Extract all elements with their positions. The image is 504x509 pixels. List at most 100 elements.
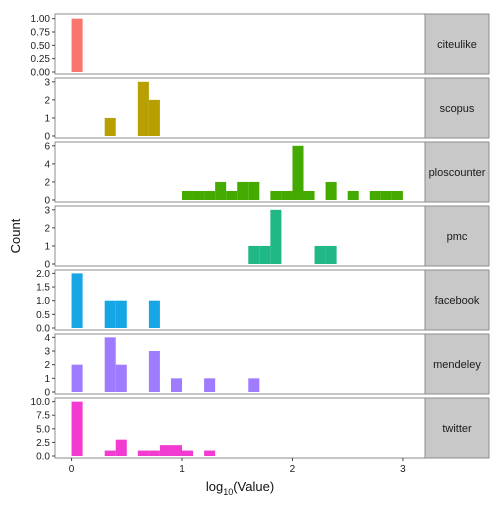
bar-mendeley-1 — [104, 337, 116, 392]
y-tick-label-facebook-4: 2.0 — [36, 269, 50, 280]
bar-facebook-1 — [104, 300, 116, 328]
x-tick-label-0: 0 — [69, 464, 75, 475]
panel-pmc: pmc 0 1 2 3 — [44, 205, 490, 271]
bar-ploscounter-12 — [347, 190, 359, 200]
strip-mendeley — [424, 333, 490, 395]
strip-scopus — [424, 77, 490, 139]
bar-ploscounter-11 — [325, 181, 337, 200]
bar-twitter-5 — [159, 445, 171, 456]
strip-label-citeulike: citeulike — [437, 39, 477, 51]
x-tick-label-1: 1 — [179, 464, 185, 475]
strip-label-facebook: facebook — [435, 295, 480, 307]
bar-pmc-1 — [259, 245, 271, 264]
y-tick-label-twitter-3: 7.5 — [36, 411, 50, 422]
bar-pmc-0 — [248, 245, 260, 264]
bar-facebook-2 — [115, 300, 127, 328]
panel-twitter: twitter 0.0 2.5 5.0 7.5 10.0 — [31, 397, 490, 463]
bar-ploscounter-9 — [292, 145, 304, 200]
strip-ploscounter — [424, 141, 490, 203]
y-tick-label-facebook-0: 0.0 — [36, 324, 50, 335]
bar-twitter-4 — [148, 450, 160, 456]
bar-ploscounter-15 — [391, 190, 403, 200]
strip-label-ploscounter: ploscounter — [429, 167, 486, 179]
bar-twitter-3 — [137, 450, 149, 456]
bar-pmc-2 — [270, 209, 282, 264]
y-tick-label-ploscounter-0: 0 — [44, 196, 50, 207]
bar-pmc-4 — [325, 245, 337, 264]
bar-ploscounter-5 — [237, 181, 249, 200]
bar-ploscounter-7 — [270, 190, 282, 200]
y-axis-title: Count — [8, 218, 23, 253]
y-tick-label-pmc-2: 2 — [44, 223, 50, 234]
bar-mendeley-5 — [204, 378, 216, 392]
strip-label-mendeley: mendeley — [433, 359, 481, 371]
y-tick-label-twitter-0: 0.0 — [36, 452, 50, 463]
bar-mendeley-2 — [115, 364, 127, 392]
y-tick-label-mendeley-1: 1 — [44, 374, 50, 385]
y-tick-label-facebook-2: 1.0 — [36, 296, 50, 307]
bar-ploscounter-10 — [303, 190, 315, 200]
bar-pmc-3 — [314, 245, 326, 264]
panel-scopus: scopus 0 1 2 3 — [44, 77, 490, 143]
y-tick-label-scopus-0: 0 — [44, 132, 50, 143]
bar-ploscounter-0 — [182, 190, 194, 200]
y-tick-label-ploscounter-1: 2 — [44, 177, 50, 188]
y-tick-label-facebook-1: 0.5 — [36, 310, 50, 321]
bar-twitter-2 — [115, 439, 127, 456]
y-tick-label-scopus-3: 3 — [44, 77, 50, 88]
bar-twitter-7 — [182, 450, 194, 456]
strip-pmc — [424, 205, 490, 267]
y-tick-label-scopus-1: 1 — [44, 113, 50, 124]
panel-citeulike: citeulike 0.00 0.25 0.50 0.75 1.00 — [31, 13, 490, 79]
bar-ploscounter-14 — [380, 190, 392, 200]
panel-mendeley: mendeley 0 1 2 3 4 — [44, 333, 490, 399]
y-tick-label-citeulike-4: 1.00 — [31, 14, 51, 25]
bar-twitter-0 — [71, 401, 83, 456]
bar-scopus-1 — [137, 81, 149, 136]
strip-label-pmc: pmc — [447, 231, 468, 243]
panel-border-twitter — [54, 397, 426, 459]
panel-border-citeulike — [54, 13, 426, 75]
y-tick-label-twitter-1: 2.5 — [36, 438, 50, 449]
y-tick-label-ploscounter-3: 6 — [44, 141, 50, 152]
bar-ploscounter-3 — [215, 181, 227, 200]
y-tick-label-pmc-3: 3 — [44, 205, 50, 216]
y-tick-label-pmc-1: 1 — [44, 241, 50, 252]
bar-ploscounter-13 — [369, 190, 381, 200]
bar-twitter-1 — [104, 450, 116, 456]
bar-mendeley-4 — [170, 378, 183, 392]
strip-citeulike — [424, 13, 490, 75]
y-tick-label-citeulike-1: 0.25 — [31, 54, 51, 65]
bar-scopus-0 — [104, 117, 116, 136]
y-tick-label-citeulike-0: 0.00 — [31, 68, 51, 79]
y-tick-label-scopus-2: 2 — [44, 95, 50, 106]
bar-facebook-0 — [71, 273, 83, 328]
y-tick-label-mendeley-0: 0 — [44, 388, 50, 399]
bar-scopus-2 — [148, 99, 160, 136]
bar-mendeley-3 — [148, 351, 160, 392]
y-tick-label-pmc-0: 0 — [44, 260, 50, 271]
x-axis: 0 1 2 3 — [69, 458, 406, 475]
panel-facebook: facebook 0.0 0.5 1.0 1.5 2.0 — [36, 269, 490, 335]
bar-ploscounter-1 — [193, 190, 205, 200]
strip-label-twitter: twitter — [442, 423, 472, 435]
y-tick-label-citeulike-2: 0.50 — [31, 41, 51, 52]
bar-ploscounter-6 — [248, 181, 260, 200]
y-tick-label-citeulike-3: 0.75 — [31, 28, 51, 39]
bar-twitter-8 — [204, 450, 216, 456]
bar-mendeley-0 — [71, 364, 83, 392]
strip-facebook — [424, 269, 490, 331]
strip-twitter — [424, 397, 490, 459]
y-tick-label-facebook-3: 1.5 — [36, 283, 50, 294]
strip-label-scopus: scopus — [440, 103, 475, 115]
bar-citeulike-0 — [71, 18, 83, 73]
bar-ploscounter-8 — [281, 190, 293, 200]
y-tick-label-ploscounter-2: 4 — [44, 159, 50, 170]
x-tick-label-3: 3 — [400, 464, 406, 475]
bar-ploscounter-2 — [204, 190, 216, 200]
y-tick-label-mendeley-2: 2 — [44, 360, 50, 371]
y-tick-label-twitter-2: 5.0 — [36, 424, 50, 435]
bar-ploscounter-4 — [226, 190, 238, 200]
